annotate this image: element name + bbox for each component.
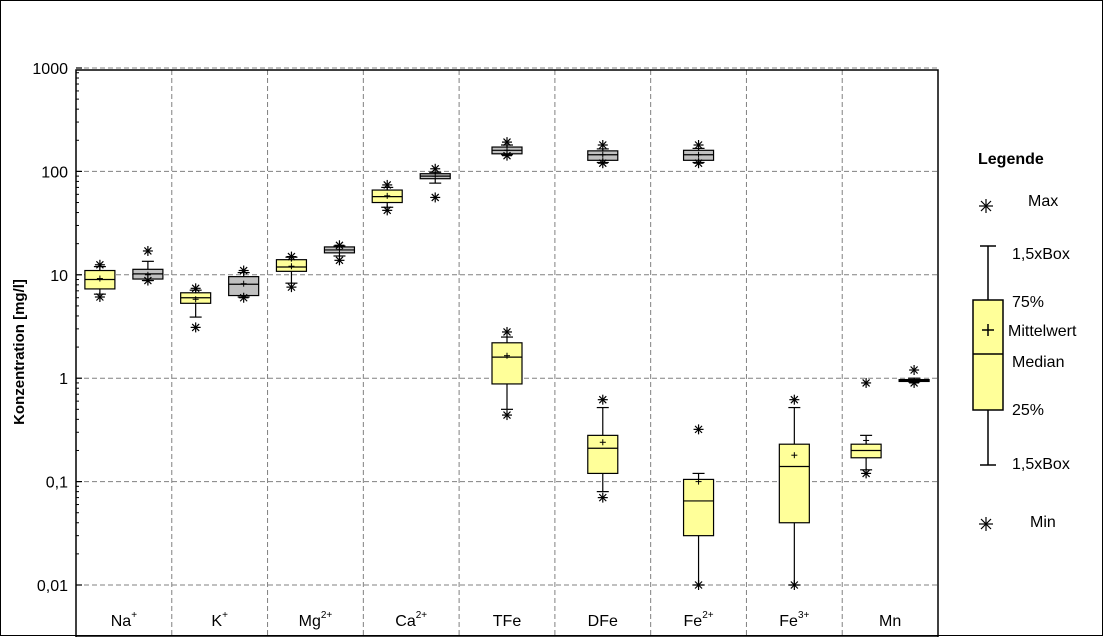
x-tick-label: Fe3+	[779, 610, 809, 630]
min-marker	[789, 580, 800, 590]
min-marker	[430, 192, 441, 203]
max-marker	[597, 140, 608, 151]
box-plot-item	[778, 394, 810, 590]
y-tick-label: 0,1	[46, 475, 68, 492]
max-marker	[430, 163, 441, 174]
y-tick-label: 0,01	[37, 578, 68, 595]
box-plot-item	[84, 259, 116, 302]
legend-title: Legende	[978, 151, 1044, 168]
min-marker	[382, 205, 393, 216]
max-marker	[693, 424, 704, 435]
legend-box-symbol	[972, 245, 1004, 466]
min-marker	[693, 580, 704, 590]
min-marker	[238, 292, 249, 303]
box-plot-item	[180, 283, 212, 333]
min-marker	[142, 275, 153, 286]
min-marker	[597, 158, 608, 169]
x-tick-label: Fe2+	[684, 610, 714, 630]
plot-area-border	[75, 69, 939, 637]
max-marker	[382, 179, 393, 190]
y-tick-label: 10	[50, 268, 68, 285]
box-plot-item	[132, 245, 164, 286]
max-marker	[94, 259, 105, 270]
y-axis-label: Konzentration [mg/l]	[11, 279, 28, 425]
box-iqr	[491, 342, 523, 385]
max-marker	[789, 394, 800, 405]
legend-min-marker	[979, 517, 993, 531]
box-plot-item	[275, 251, 308, 293]
box-plot-item	[898, 365, 930, 388]
max-marker	[502, 326, 512, 337]
max-marker	[861, 377, 872, 388]
x-tick-label: TFe	[493, 613, 522, 630]
min-marker	[94, 291, 105, 302]
x-tick-label: Na+	[111, 610, 137, 630]
x-tick-label: Mn	[879, 613, 901, 630]
box-iqr	[682, 478, 715, 537]
grid-lines	[76, 67, 938, 637]
min-marker	[334, 255, 345, 266]
min-marker	[502, 410, 512, 421]
box-plot-item	[587, 140, 619, 169]
box-plot-item	[491, 326, 523, 421]
legend-median-label: Median	[1012, 354, 1064, 371]
legend-q3-label: 75%	[1012, 294, 1044, 311]
box-plot-item	[323, 240, 356, 266]
x-tick-label: DFe	[588, 613, 618, 630]
max-marker	[334, 240, 345, 251]
legend-mean-label: Mittelwert	[1008, 323, 1077, 340]
legend-max-marker	[979, 199, 993, 213]
legend-whisker-bottom-label: 1,5xBox	[1012, 456, 1070, 473]
x-tick-label: K+	[211, 610, 228, 630]
min-marker	[502, 150, 512, 161]
y-axis: 1000 100 10 1 0,1 0,01	[32, 61, 82, 595]
x-tick-label: Ca2+	[395, 610, 427, 630]
y-tick-label: 100	[41, 164, 68, 181]
max-marker	[238, 265, 249, 276]
box-plot-item	[682, 140, 715, 169]
box-plot-item	[419, 163, 451, 203]
min-marker	[597, 492, 608, 503]
box-plot-item	[682, 424, 715, 590]
max-marker	[597, 394, 608, 405]
max-marker	[142, 245, 153, 256]
min-marker	[286, 282, 297, 293]
min-marker	[909, 377, 920, 388]
max-marker	[502, 137, 512, 148]
box-series	[84, 137, 930, 590]
max-marker	[693, 140, 704, 151]
legend-q1-label: 25%	[1012, 402, 1044, 419]
box-plot-item	[587, 394, 619, 503]
max-marker	[286, 251, 297, 262]
min-marker	[190, 322, 201, 333]
min-marker	[861, 468, 872, 479]
box-plot-item	[371, 179, 403, 216]
box-plot-item	[491, 137, 523, 161]
min-marker	[693, 158, 704, 169]
max-marker	[909, 365, 920, 376]
box-plot-item	[850, 377, 882, 479]
legend-max-label: Max	[1028, 193, 1058, 210]
y-tick-label: 1	[59, 371, 68, 388]
legend-min-label: Min	[1030, 514, 1056, 531]
box-plot-item	[228, 265, 260, 303]
legend-whisker-top-label: 1,5xBox	[1012, 246, 1070, 263]
max-marker	[190, 283, 201, 294]
legend: Legende Max 1,5xBox 75% Mittelwert Media…	[972, 151, 1077, 531]
x-tick-label: Mg2+	[299, 610, 333, 630]
y-tick-label: 1000	[32, 61, 68, 78]
x-axis: Na+ K+ Mg2+ Ca2+ TFe DFe Fe2+ Fe3+ Mn	[111, 610, 901, 630]
